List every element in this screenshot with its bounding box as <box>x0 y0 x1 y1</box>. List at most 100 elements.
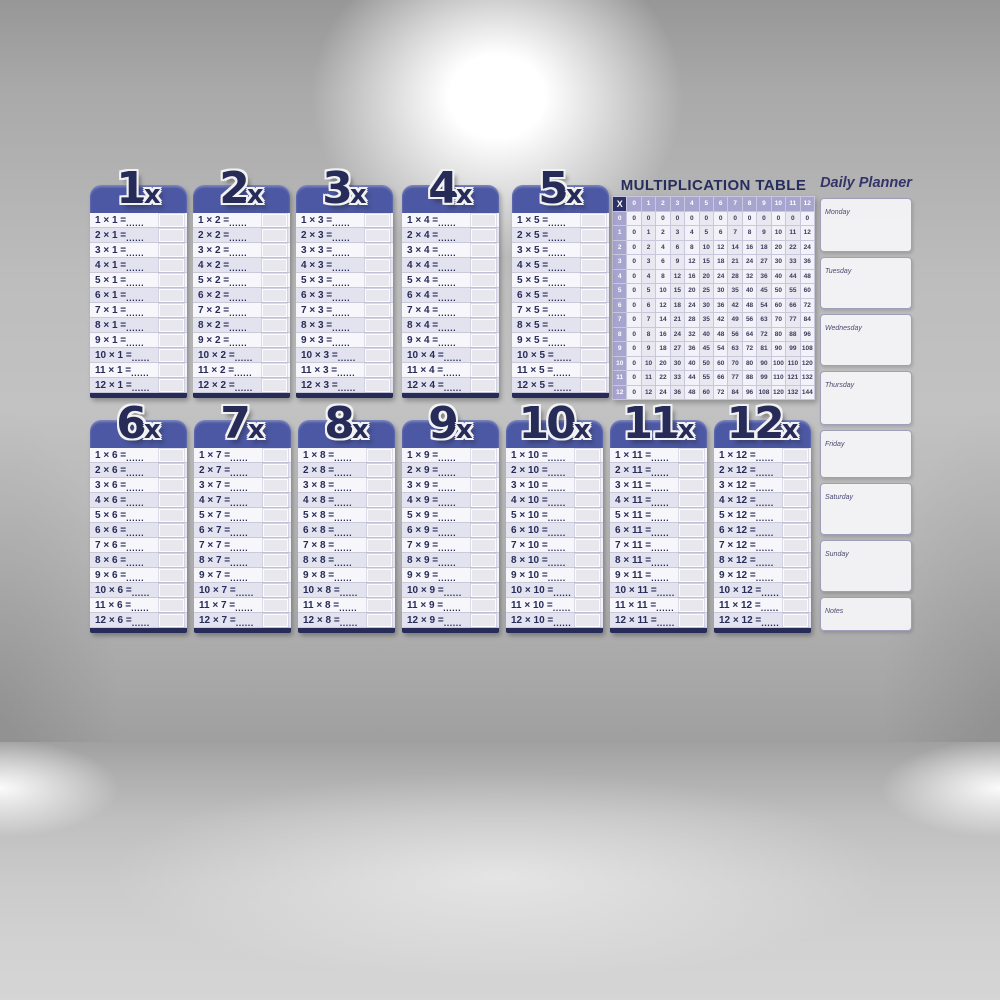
grid-product-cell: 1 <box>641 226 656 240</box>
card-bottom-bar <box>90 393 187 398</box>
answer-dots: ...... <box>126 337 145 348</box>
equation-row: 11 × 10 =...... <box>506 598 603 613</box>
answer-box <box>365 273 390 287</box>
planner-box-monday: Monday <box>820 198 912 252</box>
equation-text: 11 × 3 = <box>301 364 338 376</box>
answer-box <box>159 478 184 492</box>
equation-row: 9 × 11 =...... <box>610 568 707 583</box>
equation-row: 8 × 1 =...... <box>90 318 187 333</box>
equation-rows: 1 × 2 =...... 2 × 2 =...... 3 × 2 =...... 4… <box>193 213 290 393</box>
card-header-band <box>402 185 499 213</box>
equation-row: 2 × 10 =...... <box>506 463 603 478</box>
grid-product-cell: 20 <box>771 240 786 254</box>
equation-row: 5 × 4 =...... <box>402 273 499 288</box>
grid-product-cell: 0 <box>627 284 641 298</box>
equation-row: 3 × 11 =...... <box>610 478 707 493</box>
equation-text: 2 × 11 = <box>615 464 652 476</box>
equation-row: 9 × 8 =...... <box>298 568 395 583</box>
equation-row: 9 × 5 =...... <box>512 333 609 348</box>
answer-dots: ...... <box>548 322 567 333</box>
equation-row: 2 × 1 =...... <box>90 228 187 243</box>
grid-product-cell: 0 <box>757 211 771 225</box>
grid-product-cell: 7 <box>728 226 742 240</box>
answer-dots: ...... <box>438 497 457 508</box>
answer-box <box>471 508 496 522</box>
card-bottom-bar <box>610 628 707 633</box>
answer-dots: ...... <box>438 572 457 583</box>
grid-product-cell: 99 <box>757 371 771 385</box>
grid-product-cell: 16 <box>685 269 699 283</box>
equation-row: 11 × 8 =...... <box>298 598 395 613</box>
grid-product-cell: 40 <box>685 356 699 370</box>
equation-row: 11 × 4 =...... <box>402 363 499 378</box>
answer-dots: ...... <box>761 587 780 598</box>
equation-text: 9 × 8 = <box>303 569 335 581</box>
grid-product-cell: 24 <box>670 327 685 341</box>
answer-box <box>575 613 600 627</box>
planner-box-sunday: Sunday <box>820 540 912 592</box>
answer-box <box>575 553 600 567</box>
grid-product-cell: 110 <box>771 371 786 385</box>
answer-box <box>367 583 392 597</box>
equation-text: 12 × 3 = <box>301 379 338 391</box>
grid-product-cell: 20 <box>685 284 699 298</box>
answer-box <box>581 363 606 377</box>
equation-row: 1 × 9 =...... <box>402 448 499 463</box>
answer-box <box>575 583 600 597</box>
equation-text: 12 × 8 = <box>303 614 340 626</box>
times-table-card-6x: 6x 1 × 6 =...... 2 × 6 =...... 3 × 6 =.....… <box>90 402 187 633</box>
grid-product-cell: 14 <box>656 313 670 327</box>
answer-dots: ...... <box>332 307 351 318</box>
answer-box <box>471 213 496 227</box>
answer-dots: ...... <box>230 542 249 553</box>
grid-product-cell: 33 <box>786 255 800 269</box>
grid-product-cell: 14 <box>728 240 742 254</box>
answer-dots: ...... <box>547 572 566 583</box>
answer-box <box>367 538 392 552</box>
answer-dots: ...... <box>547 452 566 463</box>
answer-dots: ...... <box>651 542 670 553</box>
answer-dots: ...... <box>126 217 145 228</box>
answer-dots: ...... <box>230 467 249 478</box>
equation-row: 1 × 8 =...... <box>298 448 395 463</box>
equation-row: 8 × 5 =...... <box>512 318 609 333</box>
daily-planner-title: Daily Planner <box>820 175 912 191</box>
answer-box <box>159 363 184 377</box>
grid-product-cell: 28 <box>728 269 742 283</box>
answer-box <box>263 553 288 567</box>
answer-box <box>159 303 184 317</box>
equation-text: 9 × 9 = <box>407 569 439 581</box>
answer-box <box>263 523 288 537</box>
answer-box <box>679 553 704 567</box>
grid-product-cell: 30 <box>699 298 713 312</box>
grid-product-cell: 0 <box>627 211 641 225</box>
grid-product-cell: 15 <box>699 255 713 269</box>
equation-text: 8 × 3 = <box>301 319 333 331</box>
answer-dots: ...... <box>547 497 566 508</box>
grid-product-cell: 3 <box>670 226 685 240</box>
answer-box <box>471 333 496 347</box>
equation-row: 1 × 12 =...... <box>714 448 811 463</box>
equation-row: 11 × 5 =...... <box>512 363 609 378</box>
equation-row: 7 × 5 =...... <box>512 303 609 318</box>
card-header-band <box>610 420 707 448</box>
equation-row: 11 × 6 =...... <box>90 598 187 613</box>
grid-product-cell: 10 <box>699 240 713 254</box>
answer-box <box>471 493 496 507</box>
answer-dots: ...... <box>332 322 351 333</box>
grid-product-cell: 54 <box>714 342 728 356</box>
equation-row: 11 × 1 =...... <box>90 363 187 378</box>
equation-text: 2 × 6 = <box>95 464 127 476</box>
answer-box <box>471 258 496 272</box>
grid-product-cell: 0 <box>627 298 641 312</box>
planner-box-notes: Notes <box>820 597 912 631</box>
equation-text: 7 × 5 = <box>517 304 549 316</box>
equation-row: 1 × 5 =...... <box>512 213 609 228</box>
grid-product-cell: 50 <box>699 356 713 370</box>
equation-rows: 1 × 12 =...... 2 × 12 =...... 3 × 12 =....… <box>714 448 811 628</box>
equation-text: 4 × 9 = <box>407 494 439 506</box>
answer-box <box>783 568 808 582</box>
equation-text: 1 × 6 = <box>95 449 127 461</box>
answer-box <box>367 613 392 627</box>
equation-text: 11 × 5 = <box>517 364 554 376</box>
